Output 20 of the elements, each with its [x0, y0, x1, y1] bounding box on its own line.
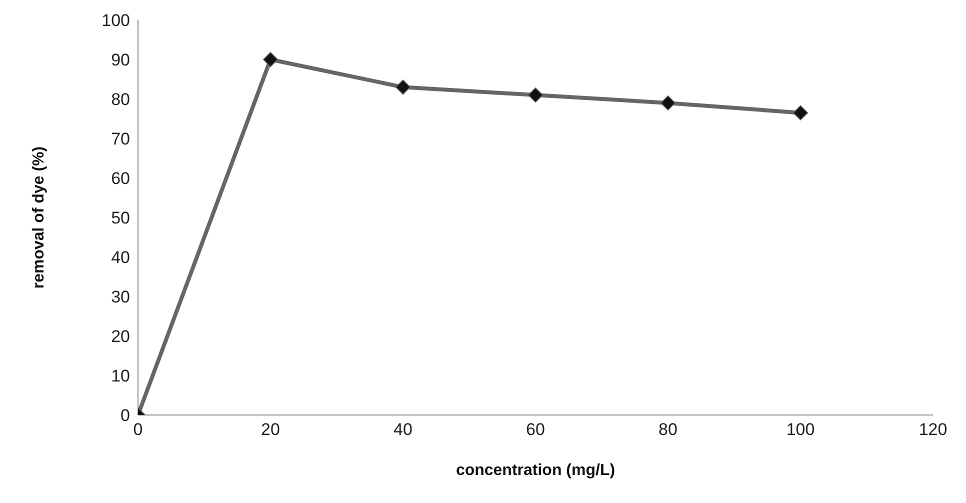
- y-tick-label: 10: [111, 366, 130, 386]
- y-tick-label: 70: [111, 130, 130, 149]
- y-tick-label: 80: [111, 90, 130, 110]
- y-tick-label: 30: [111, 288, 130, 307]
- x-tick-label: 0: [133, 420, 143, 440]
- x-tick-label: 120: [918, 420, 948, 440]
- x-tick-label: 80: [658, 420, 678, 440]
- y-tick-label: 60: [111, 169, 130, 188]
- x-tick-label: 60: [526, 420, 545, 440]
- x-tick-label: 20: [261, 420, 280, 440]
- y-tick-label: 20: [111, 327, 130, 346]
- y-axis-title: removal of dye (%): [30, 146, 48, 289]
- y-tick-label: 40: [111, 248, 130, 268]
- y-tick-label: 0: [120, 406, 130, 426]
- y-tick-label: 100: [102, 11, 130, 30]
- x-tick-label: 100: [786, 420, 815, 440]
- y-tick-label: 90: [111, 50, 130, 70]
- y-tick-label: 50: [111, 208, 130, 228]
- x-tick-label: 40: [394, 420, 412, 440]
- x-axis-title: concentration (mg/L): [456, 462, 616, 479]
